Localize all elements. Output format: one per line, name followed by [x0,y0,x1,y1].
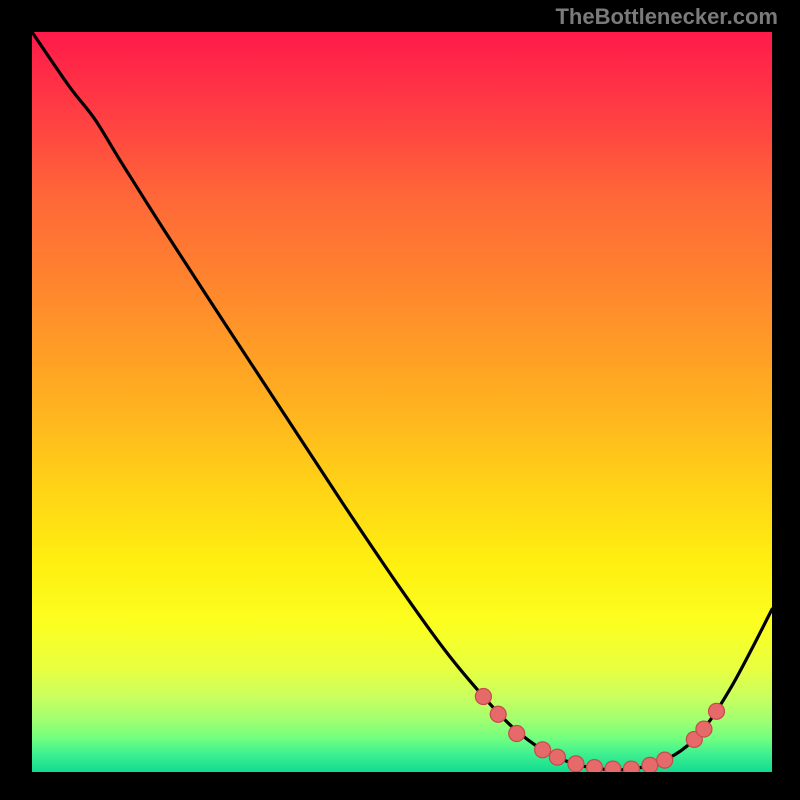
gradient-background [32,32,772,772]
data-marker [549,749,565,765]
data-marker [475,689,491,705]
data-marker [657,752,673,768]
data-marker [490,706,506,722]
plot-area [32,32,772,772]
data-marker [568,756,584,772]
watermark-text: TheBottlenecker.com [555,4,778,30]
data-marker [709,703,725,719]
data-marker [696,721,712,737]
data-marker [623,761,639,772]
data-marker [509,726,525,742]
data-marker [605,761,621,772]
data-marker [586,760,602,772]
chart-frame: TheBottlenecker.com [0,0,800,800]
data-marker [535,742,551,758]
data-marker [642,757,658,772]
